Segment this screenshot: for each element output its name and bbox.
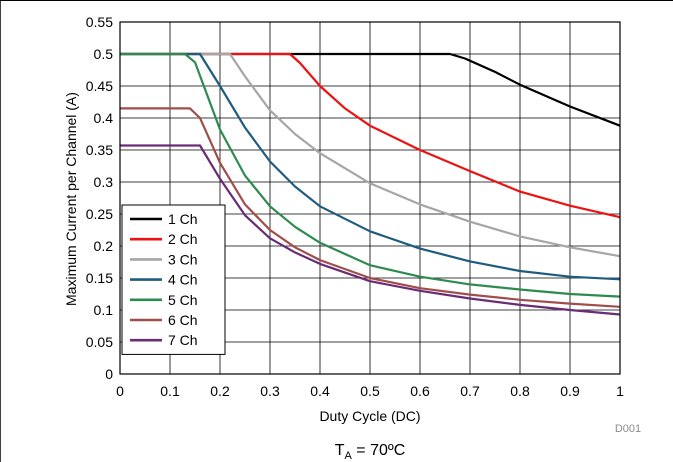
x-tick-labels: 0 0.1 0.2 0.3 0.4 0.5 0.6 0.7 0.8 0.9 1	[116, 383, 624, 399]
series-line-7-ch	[120, 144, 621, 316]
plot-area-border	[119, 21, 621, 375]
y-tick-label: 0	[105, 366, 113, 382]
series-line-5-ch	[120, 52, 621, 298]
y-tick-label: 0.2	[94, 238, 114, 254]
x-tick-label: 0.9	[560, 383, 580, 399]
y-tick-label: 0.25	[86, 206, 113, 222]
y-tick-labels: 0 0.05 0.1 0.15 0.2 0.25 0.3 0.35 0.4 0.45 0.5 0.55	[86, 14, 113, 382]
y-tick-label: 0.05	[86, 334, 113, 350]
condition-main: T	[335, 442, 345, 459]
y-tick-label: 0.1	[94, 302, 114, 318]
x-tick-label: 0.4	[310, 383, 330, 399]
legend-label: 6 Ch	[168, 312, 198, 328]
condition-label: TA = 70ºC	[335, 442, 406, 462]
series-line-4-ch	[120, 52, 621, 281]
condition-subscript: A	[345, 450, 353, 462]
series-line-3-ch	[120, 52, 621, 258]
x-tick-label: 0.8	[510, 383, 530, 399]
x-tick-label: 0.5	[360, 383, 380, 399]
x-tick-label: 0	[116, 383, 124, 399]
legend-label: 7 Ch	[168, 332, 198, 348]
condition-rest: = 70ºC	[352, 442, 405, 459]
series-line-6-ch	[120, 107, 621, 308]
x-axis-title: Duty Cycle (DC)	[319, 408, 420, 424]
x-tick-label: 1	[616, 383, 624, 399]
y-tick-label: 0.3	[94, 174, 114, 190]
x-tick-label: 0.7	[460, 383, 480, 399]
y-tick-label: 0.55	[86, 14, 113, 30]
y-tick-label: 0.15	[86, 270, 113, 286]
series-lines	[120, 52, 621, 316]
legend: 1 Ch 2 Ch 3 Ch 4 Ch 5 Ch 6 Ch 7 Ch	[121, 204, 226, 355]
figure-note: D001	[615, 423, 641, 435]
y-tick-label: 0.5	[94, 46, 114, 62]
legend-label: 1 Ch	[168, 211, 198, 227]
y-tick-label: 0.45	[86, 78, 113, 94]
legend-label: 5 Ch	[168, 292, 198, 308]
x-tick-label: 0.6	[410, 383, 430, 399]
x-tick-label: 0.2	[210, 383, 230, 399]
legend-label: 4 Ch	[168, 272, 198, 288]
y-tick-label: 0.4	[94, 110, 114, 126]
legend-label: 2 Ch	[168, 231, 198, 247]
grid-lines	[119, 21, 621, 375]
y-axis-title: Maximum Current per Channel (A)	[63, 92, 79, 306]
legend-label: 3 Ch	[168, 251, 198, 267]
x-tick-label: 0.3	[260, 383, 280, 399]
x-tick-label: 0.1	[160, 383, 180, 399]
y-tick-label: 0.35	[86, 142, 113, 158]
